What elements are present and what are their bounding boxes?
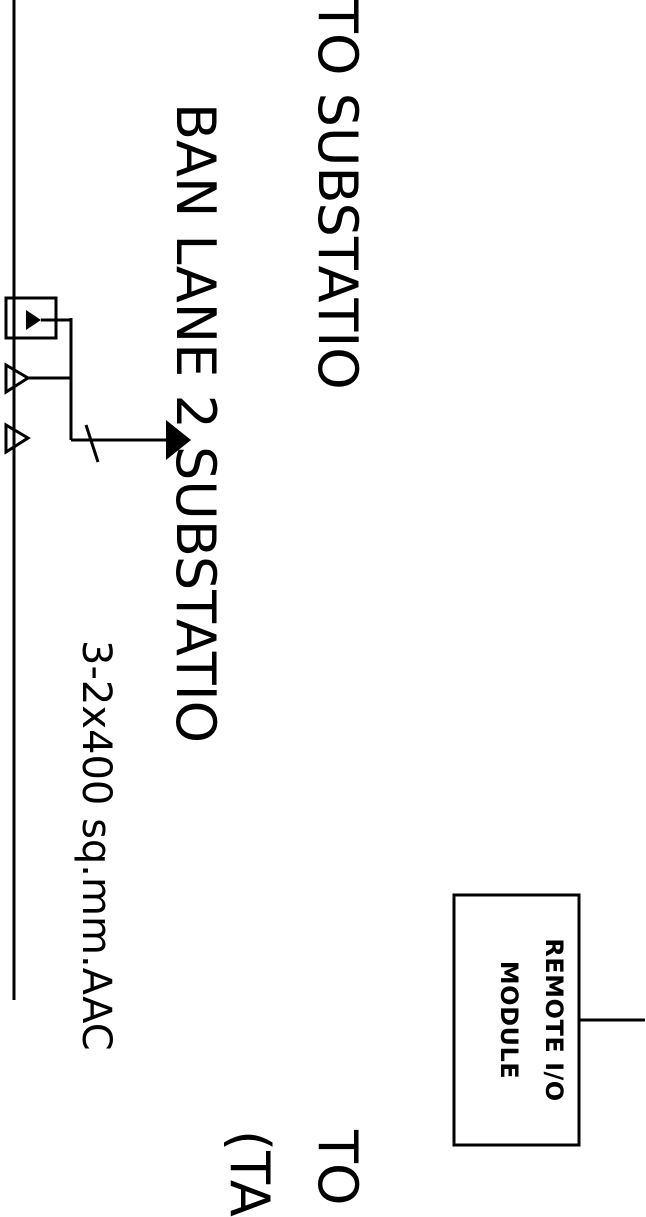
pt-box: [4, 296, 58, 340]
label-cable-spec: 3-2x400 sq.mm.AAC: [73, 640, 119, 1051]
label-bottom-to: TO: [306, 1130, 369, 1206]
cable-slash: [84, 424, 100, 463]
label-ban-lane-text: BAN LANE 2 SUBSTATIO: [164, 103, 227, 744]
ct-triangle-2: [4, 422, 31, 455]
feeder-arrowhead: [166, 420, 191, 460]
pt-arrow: [26, 310, 41, 330]
ct-triangle-1: [4, 362, 31, 395]
label-remote-io: REMOTE I/O: [540, 938, 568, 1102]
label-ban-lane: BAN LANE 2 SUBSTATIO: [114, 0, 276, 743]
label-bottom-ta: (TA: [218, 1130, 281, 1217]
label-module: MODULE: [495, 960, 523, 1080]
label-to-substation: TO SUBSTATIO: [306, 0, 369, 390]
